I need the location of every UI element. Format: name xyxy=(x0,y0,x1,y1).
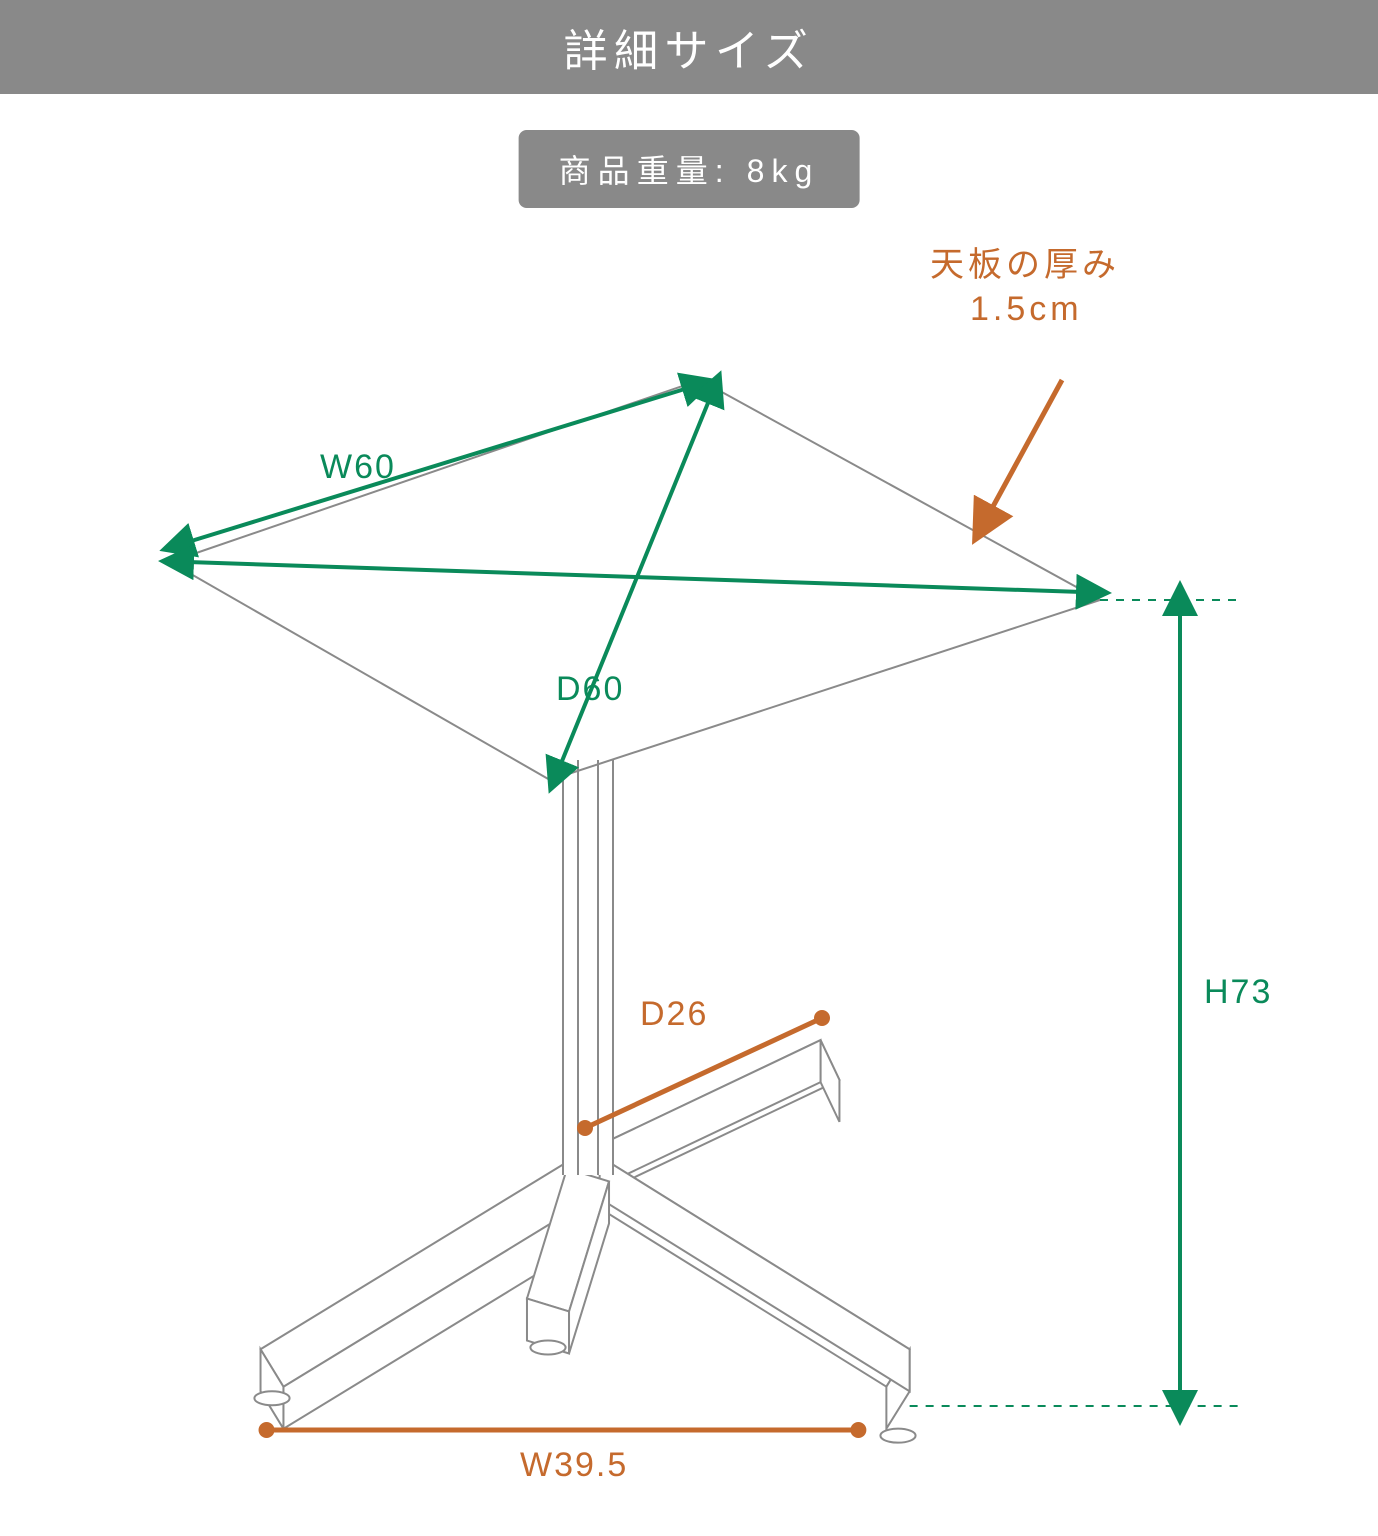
page: 詳細サイズ 商品重量: 8kg W60D60H73天板の厚み1.5cmD26W3… xyxy=(0,0,1378,1536)
dim-w60: W60 xyxy=(320,448,396,486)
dim-thickness-title: 天板の厚み xyxy=(930,246,1120,284)
dim-d26: D26 xyxy=(640,995,708,1033)
dim-thickness-value: 1.5cm xyxy=(970,290,1083,328)
dim-w395: W39.5 xyxy=(520,1446,628,1484)
dim-d60: D60 xyxy=(556,670,624,708)
dim-h73: H73 xyxy=(1204,973,1272,1011)
dimension-diagram: W60 D60 H73 天板の厚み 1.5cm D26 W39.5 xyxy=(0,0,1378,1536)
